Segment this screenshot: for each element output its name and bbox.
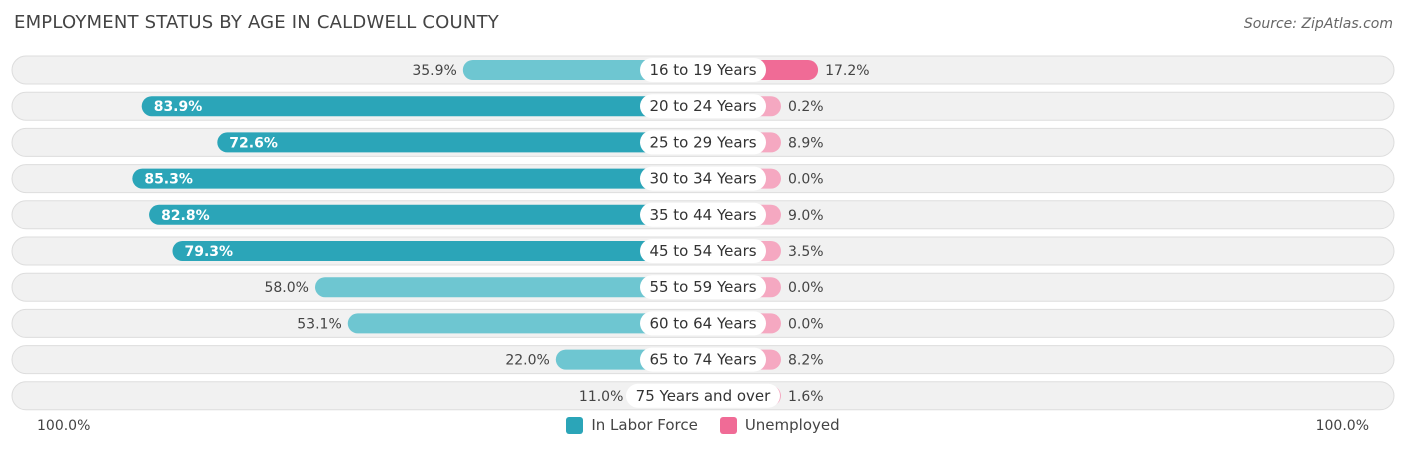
- legend-label-labor: In Labor Force: [591, 416, 698, 434]
- unemployed-value-label: 0.0%: [788, 172, 824, 188]
- labor-force-value-label: 11.0%: [579, 389, 623, 405]
- unemployed-value-label: 0.0%: [788, 280, 824, 296]
- category-pill: [640, 94, 766, 119]
- category-label: 16 to 19 Years: [649, 61, 756, 79]
- category-label: 55 to 59 Years: [649, 278, 756, 296]
- category-pill: [640, 166, 766, 191]
- unemployed-value-label: 9.0%: [788, 208, 824, 224]
- labor-force-bar: [217, 132, 703, 153]
- category-label: 45 to 54 Years: [649, 242, 756, 260]
- category-label: 25 to 29 Years: [649, 133, 756, 151]
- unemployed-value-label: 8.9%: [788, 135, 824, 151]
- category-label: 75 Years and over: [636, 387, 771, 405]
- labor-force-bar: [347, 313, 703, 334]
- category-pill: [640, 239, 766, 263]
- chart-title: EMPLOYMENT STATUS BY AGE IN CALDWELL COU…: [14, 12, 499, 33]
- unemployed-value-label: 8.2%: [788, 353, 824, 369]
- category-pill: [640, 202, 766, 227]
- legend-item-labor[interactable]: In Labor Force: [566, 416, 698, 434]
- legend-swatch-unemployed: [719, 416, 737, 434]
- category-pill: [640, 58, 766, 82]
- labor-force-value-label: 35.9%: [412, 63, 456, 79]
- axis-left-label: 100.0%: [37, 418, 91, 434]
- labor-force-bar: [172, 241, 703, 261]
- category-pill: [640, 130, 766, 155]
- category-label: 60 to 64 Years: [649, 314, 756, 332]
- category-pill: [640, 275, 766, 300]
- labor-force-value-label: 58.0%: [264, 280, 308, 296]
- legend-label-unemployed: Unemployed: [744, 416, 840, 434]
- axis-right-label: 100.0%: [1315, 418, 1369, 434]
- unemployed-value-label: 0.2%: [788, 99, 824, 115]
- unemployed-value-label: 17.2%: [825, 63, 869, 79]
- labor-force-value-label: 72.6%: [229, 135, 278, 151]
- unemployed-value-label: 1.6%: [788, 389, 824, 405]
- labor-force-bar: [149, 204, 703, 225]
- category-label: 65 to 74 Years: [649, 351, 756, 369]
- labor-force-value-label: 22.0%: [505, 353, 549, 369]
- labor-force-value-label: 83.9%: [154, 99, 203, 115]
- unemployed-value-label: 3.5%: [788, 244, 824, 260]
- labor-force-value-label: 79.3%: [184, 244, 233, 260]
- unemployed-value-label: 0.0%: [788, 316, 824, 332]
- labor-force-bar: [132, 168, 703, 189]
- legend-swatch-labor: [566, 416, 584, 434]
- category-label: 35 to 44 Years: [649, 206, 756, 224]
- labor-force-value-label: 85.3%: [144, 172, 193, 188]
- labor-force-value-label: 82.8%: [161, 208, 210, 224]
- category-label: 30 to 34 Years: [649, 170, 756, 188]
- legend: In Labor Force Unemployed: [0, 416, 1406, 434]
- labor-force-bar: [314, 277, 703, 298]
- source-note: Source: ZipAtlas.com: [1243, 16, 1393, 32]
- category-label: 20 to 24 Years: [649, 97, 756, 115]
- category-pill: [640, 347, 766, 372]
- labor-force-bar: [141, 96, 704, 117]
- category-pill: [626, 383, 780, 408]
- labor-force-value-label: 53.1%: [297, 316, 341, 332]
- category-pill: [640, 311, 766, 336]
- legend-item-unemployed[interactable]: Unemployed: [719, 416, 840, 434]
